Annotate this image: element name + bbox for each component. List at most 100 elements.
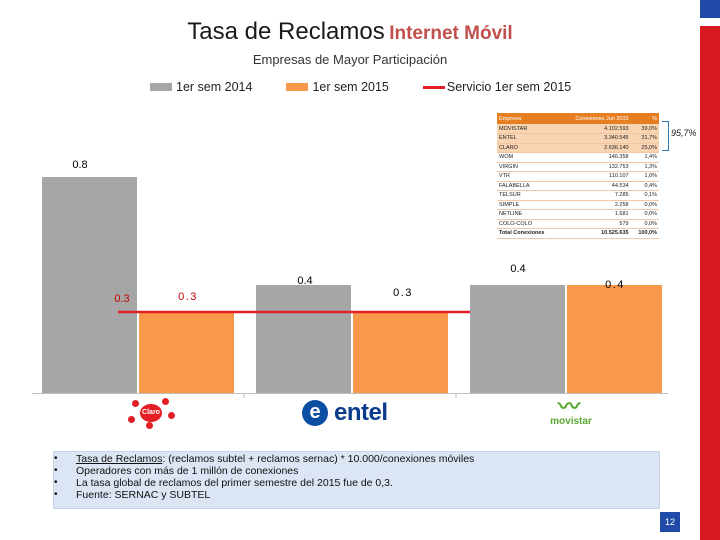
table-cell-connections: 3.340.545 xyxy=(558,133,631,144)
table-row: CLARO 2.636.140 25,0% xyxy=(497,143,659,153)
legend-swatch-2014 xyxy=(150,83,172,91)
table-cell-connections: 2.258 xyxy=(558,200,631,210)
table-row: NETLINE 1.681 0,0% xyxy=(497,209,659,220)
entel-logo: e entel xyxy=(302,396,422,430)
note-definition-term: Tasa de Reclamos xyxy=(76,453,163,465)
table-cell-company: MOVISTAR xyxy=(497,124,559,134)
table-row: WOM 146.358 1,4% xyxy=(497,152,659,163)
entel-logo-text: entel xyxy=(334,399,388,426)
data-label-claro-2015: 0.3 xyxy=(178,291,198,303)
table-cell-percent: 1,0% xyxy=(630,171,659,182)
table-cell-percent: 0,0% xyxy=(630,209,659,220)
table-cell-percent: 39,0% xyxy=(630,124,659,134)
table-cell-company: SIMPLE xyxy=(497,200,559,210)
table-cell-company: ENTEL xyxy=(497,133,559,144)
flag-white-band xyxy=(700,18,720,26)
flag-red-band xyxy=(700,26,720,540)
note-definition-text: : (reclamos subtel + reclamos sernac) * … xyxy=(162,453,475,465)
movistar-logo: 〰 movistar xyxy=(536,396,606,430)
table-header-percent: % xyxy=(630,113,659,124)
note-operators: Operadores con más de 1 millón de conexi… xyxy=(54,465,659,477)
data-label-claro-service: 0.3 xyxy=(114,293,129,305)
table-row: COLO-COLO 579 0,0% xyxy=(497,219,659,229)
table-row: VTR 110.107 1,0% xyxy=(497,171,659,182)
bar-entel-2014 xyxy=(256,285,351,393)
table-cell-connections: 2.636.140 xyxy=(558,143,631,153)
table-cell-company: VTR xyxy=(497,171,559,182)
table-cell-company: CLARO xyxy=(497,143,559,153)
table-cell-connections: 146.358 xyxy=(558,152,631,163)
table-cell-company: NETLINE xyxy=(497,209,559,220)
table-cell-company: VIRGIN xyxy=(497,162,559,172)
table-row: VIRGIN 132.753 1,3% xyxy=(497,162,659,172)
legend-item-2015: 1er sem 2015 xyxy=(286,80,389,94)
data-label-movistar-2014: 0.4 xyxy=(510,263,525,275)
notes-box: Tasa de Reclamos: (reclamos subtel + rec… xyxy=(53,451,660,509)
table-row: SIMPLE 2.258 0,0% xyxy=(497,200,659,210)
table-cell-percent: 0,0% xyxy=(630,200,659,210)
table-cell-percent: 1,4% xyxy=(630,152,659,163)
table-cell-percent: 31,7% xyxy=(630,133,659,144)
table-total-percent: 100,0% xyxy=(630,228,659,239)
table-cell-company: FALABELLA xyxy=(497,181,559,191)
table-row: FALABELLA 44.534 0,4% xyxy=(497,181,659,191)
table-cell-company: COLO-COLO xyxy=(497,219,559,229)
title-accent: Internet Móvil xyxy=(389,23,513,44)
top3-share-label: 95,7% xyxy=(671,128,697,138)
entel-logo-mark: e xyxy=(302,400,328,426)
page-title: Tasa de Reclamos Internet Móvil xyxy=(0,18,700,46)
table-cell-connections: 132.753 xyxy=(558,162,631,172)
bar-chart: 0.8 0.3 0.3 0.4 0.3 0.4 0.4 xyxy=(32,159,668,398)
data-label-entel-2014: 0.4 xyxy=(297,275,312,287)
movistar-logo-text: movistar xyxy=(550,416,592,427)
table-cell-percent: 0,4% xyxy=(630,181,659,191)
table-cell-connections: 110.107 xyxy=(558,171,631,182)
note-global-rate: La tasa global de reclamos del primer se… xyxy=(54,477,659,489)
table-cell-connections: 44.534 xyxy=(558,181,631,191)
title-main: Tasa de Reclamos xyxy=(187,18,385,45)
table-cell-percent: 1,3% xyxy=(630,162,659,172)
top3-bracket xyxy=(662,121,669,151)
data-label-entel-2015: 0.3 xyxy=(393,287,413,299)
table-cell-percent: 25,0% xyxy=(630,143,659,153)
page-subtitle: Empresas de Mayor Participación xyxy=(252,52,448,67)
legend-label-2015: 1er sem 2015 xyxy=(312,80,389,94)
table-cell-connections: 579 xyxy=(558,219,631,229)
category-logos: Claro e entel 〰 movistar xyxy=(30,396,660,430)
table-cell-percent: 0,1% xyxy=(630,190,659,201)
legend-swatch-service xyxy=(422,85,445,89)
table-header-company: Empresa xyxy=(497,113,559,124)
note-definition: Tasa de Reclamos: (reclamos subtel + rec… xyxy=(54,453,659,465)
movistar-logo-mark: 〰 xyxy=(557,394,580,419)
claro-logo: Claro xyxy=(118,396,188,430)
bar-movistar-2014 xyxy=(470,285,565,393)
table-header-row: Empresa Conexiones Jun 2015 % xyxy=(497,113,659,124)
page-number: 12 xyxy=(660,512,680,532)
legend-item-service: Servicio 1er sem 2015 xyxy=(422,80,572,94)
table-header-connections: Conexiones Jun 2015 xyxy=(558,113,631,124)
table-cell-connections: 4.102.593 xyxy=(558,124,631,134)
data-label-movistar-2015: 0.4 xyxy=(605,279,625,291)
table-row: TELSUR 7.285 0,1% xyxy=(497,190,659,201)
claro-logo-text: Claro xyxy=(140,404,162,422)
bar-claro-2014 xyxy=(42,177,137,393)
table-cell-company: TELSUR xyxy=(497,190,559,201)
legend-item-2014: 1er sem 2014 xyxy=(150,80,252,94)
bar-movistar-2015 xyxy=(567,285,662,393)
table-cell-connections: 1.681 xyxy=(558,209,631,220)
bar-claro-2015 xyxy=(139,312,234,393)
legend-label-2014: 1er sem 2014 xyxy=(176,80,253,94)
note-source: Fuente: SERNAC y SUBTEL xyxy=(54,489,659,501)
table-total-label: Total Conexiones xyxy=(497,228,559,239)
table-cell-connections: 7.285 xyxy=(558,190,631,201)
bar-entel-2015 xyxy=(353,312,448,393)
chart-legend: 1er sem 2014 1er sem 2015 Servicio 1er s… xyxy=(150,80,605,94)
market-share-table: Empresa Conexiones Jun 2015 % MOVISTAR 4.… xyxy=(497,113,659,248)
data-label-claro-2014: 0.8 xyxy=(72,159,87,171)
table-cell-company: WOM xyxy=(497,152,559,163)
legend-label-service: Servicio 1er sem 2015 xyxy=(446,80,572,94)
flag-blue-block xyxy=(700,0,720,18)
flag-stripe xyxy=(700,0,720,540)
table-total-row: Total Conexiones 10.525.635 100,0% xyxy=(497,228,659,239)
table-row: MOVISTAR 4.102.593 39,0% xyxy=(497,124,659,134)
